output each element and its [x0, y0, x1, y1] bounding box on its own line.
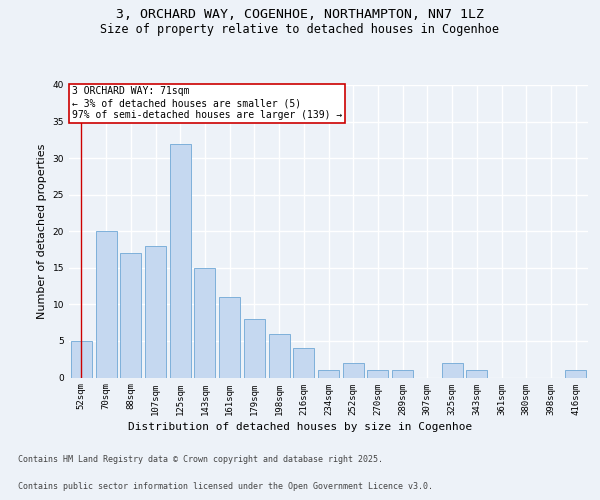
- Bar: [120, 253, 141, 378]
- Bar: [95, 231, 116, 378]
- Bar: [293, 348, 314, 378]
- Bar: [565, 370, 586, 378]
- Bar: [367, 370, 388, 378]
- Bar: [466, 370, 487, 378]
- Bar: [145, 246, 166, 378]
- Bar: [392, 370, 413, 378]
- Bar: [219, 297, 240, 378]
- Bar: [71, 341, 92, 378]
- Bar: [170, 144, 191, 378]
- Y-axis label: Number of detached properties: Number of detached properties: [37, 144, 47, 319]
- Text: 3, ORCHARD WAY, COGENHOE, NORTHAMPTON, NN7 1LZ: 3, ORCHARD WAY, COGENHOE, NORTHAMPTON, N…: [116, 8, 484, 20]
- Bar: [244, 319, 265, 378]
- Text: 3 ORCHARD WAY: 71sqm
← 3% of detached houses are smaller (5)
97% of semi-detache: 3 ORCHARD WAY: 71sqm ← 3% of detached ho…: [71, 86, 342, 120]
- Text: Contains public sector information licensed under the Open Government Licence v3: Contains public sector information licen…: [18, 482, 433, 491]
- Text: Size of property relative to detached houses in Cogenhoe: Size of property relative to detached ho…: [101, 22, 499, 36]
- Bar: [343, 363, 364, 378]
- Text: Contains HM Land Registry data © Crown copyright and database right 2025.: Contains HM Land Registry data © Crown c…: [18, 455, 383, 464]
- Bar: [318, 370, 339, 378]
- Bar: [442, 363, 463, 378]
- Bar: [269, 334, 290, 378]
- Text: Distribution of detached houses by size in Cogenhoe: Distribution of detached houses by size …: [128, 422, 472, 432]
- Bar: [194, 268, 215, 378]
